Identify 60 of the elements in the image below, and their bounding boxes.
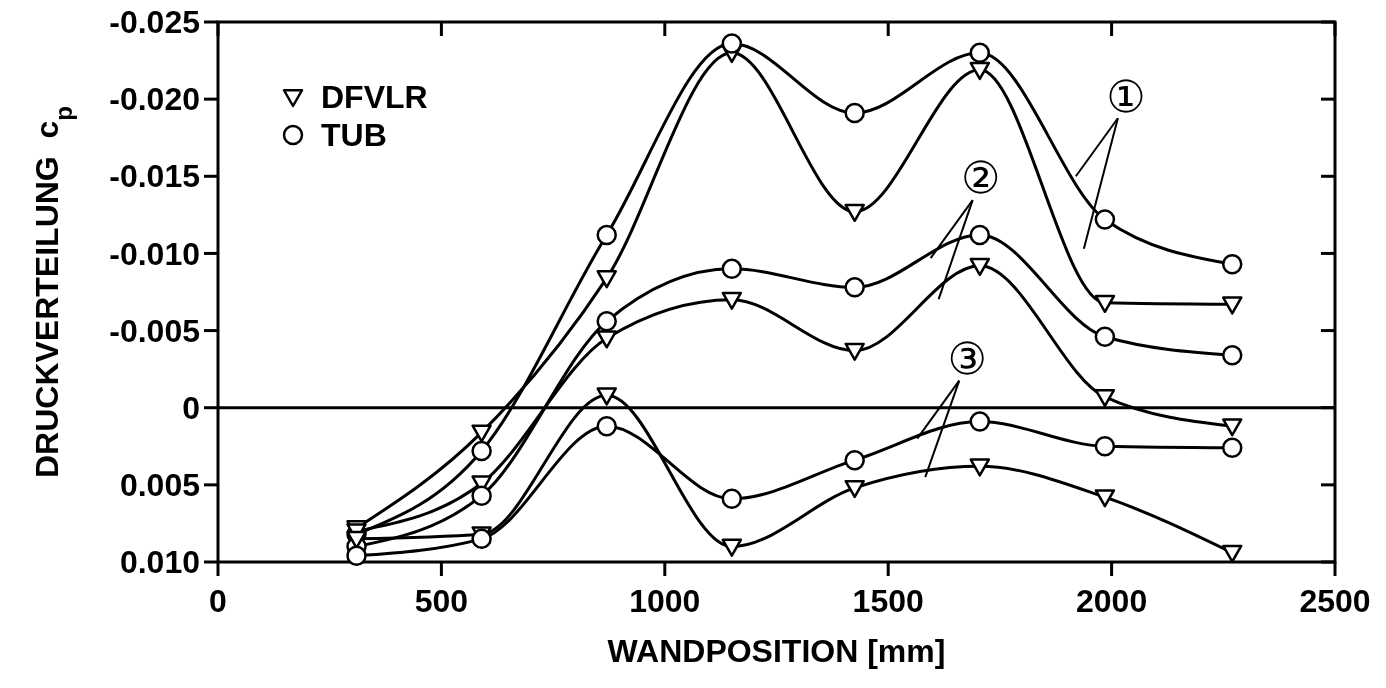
point [844,203,865,223]
y-tick-label: -0.020 [109,81,200,118]
point [969,42,991,64]
annotation: ③ [947,333,987,383]
point [844,277,865,298]
annotation: ① [1106,71,1146,121]
y-tick-label: -0.010 [109,235,200,272]
point [1094,294,1116,314]
x-tick-label: 2000 [1076,583,1148,619]
point [1094,436,1116,457]
point [1221,544,1243,563]
x-tick-label: 1000 [629,583,701,619]
point [969,411,991,432]
point [721,258,743,280]
point [844,449,865,471]
x-tick-label: 2500 [1299,583,1371,619]
y-tick-label: 0.005 [119,467,200,504]
point [969,61,991,81]
point [721,538,743,557]
point [596,224,617,246]
point [596,311,617,332]
point [721,33,743,54]
point [969,257,991,277]
point [721,291,743,310]
x-tick-label: 0 [209,583,227,619]
point [844,102,865,124]
point [844,342,865,361]
point [844,479,865,499]
point [1094,326,1116,347]
legend-label: DFVLR [321,79,428,116]
point [1221,418,1243,437]
point [1094,388,1116,408]
point [1221,253,1243,275]
point [471,424,492,443]
point [471,528,492,550]
point [1094,209,1116,230]
point [969,458,991,477]
point [471,485,492,506]
point [969,224,991,246]
x-axis-title: WANDPOSITION [mm] [607,633,946,669]
point [1221,296,1243,315]
y-tick-label: -0.005 [109,312,200,349]
x-tick-label: 500 [414,583,469,619]
point [1221,345,1243,366]
y-tick-label: -0.015 [109,158,200,195]
point [596,270,617,289]
annotation: ② [960,153,1001,203]
point [721,488,743,509]
point [596,330,617,349]
point [596,415,617,437]
point [1094,489,1116,508]
legend-label: TUB [321,117,387,154]
x-tick-label: 1500 [852,583,924,619]
y-tick-label: -0.025 [109,4,200,41]
y-tick-label: 0.010 [119,544,200,581]
point [1221,437,1243,459]
point [596,387,617,406]
point [471,440,492,462]
y-tick-label: 0 [182,389,200,426]
point [346,545,367,567]
